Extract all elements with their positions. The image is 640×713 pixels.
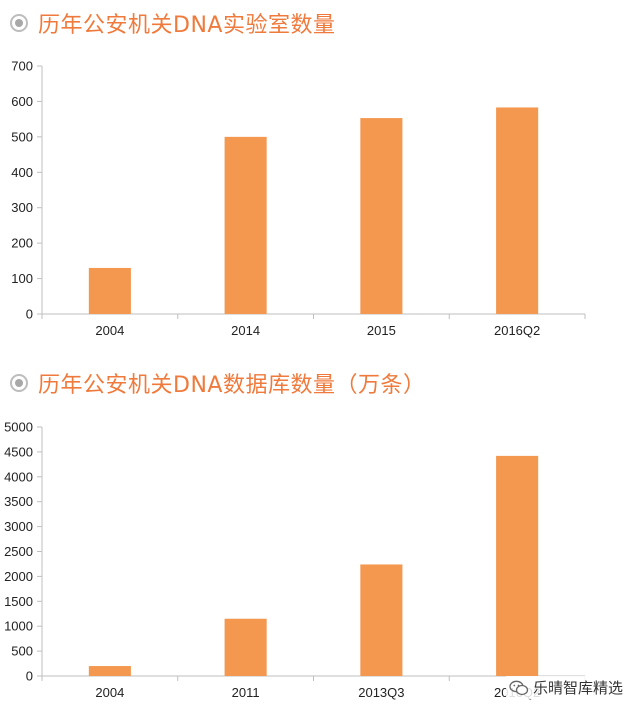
bar-2004 — [88, 267, 131, 314]
y-tick-label: 500 — [11, 644, 33, 659]
chart-1-title: 历年公安机关DNA实验室数量 — [38, 13, 336, 38]
y-tick-label: 5000 — [4, 420, 33, 435]
y-tick-label: 400 — [11, 165, 33, 180]
bar-2013q3 — [360, 564, 403, 676]
y-tick-label: 100 — [11, 271, 33, 286]
y-tick-label: 200 — [11, 236, 33, 251]
bar-2004 — [88, 666, 131, 676]
radio-bullet-icon — [10, 14, 28, 32]
y-tick-label: 1000 — [4, 619, 33, 634]
y-tick-label: 0 — [26, 307, 33, 322]
bar-2016q2 — [496, 107, 539, 314]
y-tick-label: 2000 — [4, 569, 33, 584]
y-tick-label: 4000 — [4, 469, 33, 484]
chart-1-bar-chart: 0 100 200 300 400 500 600 700 2004 2014 2015 2016Q2 — [11, 59, 586, 338]
x-tick-label: 2014 — [231, 323, 260, 338]
x-tick-label: 2013Q3 — [358, 685, 404, 700]
x-tick-label: 2004 — [95, 323, 124, 338]
x-tick-label: 2015 — [367, 323, 396, 338]
watermark-text: 乐晴智库精选 — [532, 679, 623, 697]
y-tick-label: 2500 — [4, 544, 33, 559]
radio-bullet-icon — [10, 374, 28, 392]
x-tick-label: 2016Q2 — [494, 323, 540, 338]
x-tick-label: 2004 — [95, 685, 124, 700]
bar-2016q2 — [496, 455, 539, 676]
wechat-icon — [509, 680, 529, 696]
chart-2-bar-chart: 0 500 1000 1500 2000 2500 3000 3500 4000 4500 5000… — [4, 420, 586, 700]
x-tick-label: 2011 — [232, 685, 260, 700]
y-tick-label: 3500 — [4, 494, 33, 509]
y-tick-label: 500 — [11, 129, 33, 144]
y-tick-label: 300 — [11, 200, 33, 215]
y-tick-label: 700 — [11, 59, 33, 74]
chart-2-title-block: 历年公安机关DNA数据库数量（万条） — [10, 368, 425, 398]
bar-2014 — [224, 136, 267, 314]
bar-2011 — [224, 618, 267, 676]
y-tick-label: 3000 — [4, 519, 33, 534]
watermark: 乐晴智库精选 — [505, 676, 626, 699]
y-tick-label: 1500 — [4, 594, 33, 609]
y-tick-label: 0 — [26, 669, 33, 684]
y-tick-label: 600 — [11, 94, 33, 109]
bar-2015 — [360, 118, 403, 314]
y-tick-label: 4500 — [4, 444, 33, 459]
chart-1-title-block: 历年公安机关DNA实验室数量 — [10, 8, 335, 38]
chart-2-title: 历年公安机关DNA数据库数量（万条） — [38, 373, 426, 398]
